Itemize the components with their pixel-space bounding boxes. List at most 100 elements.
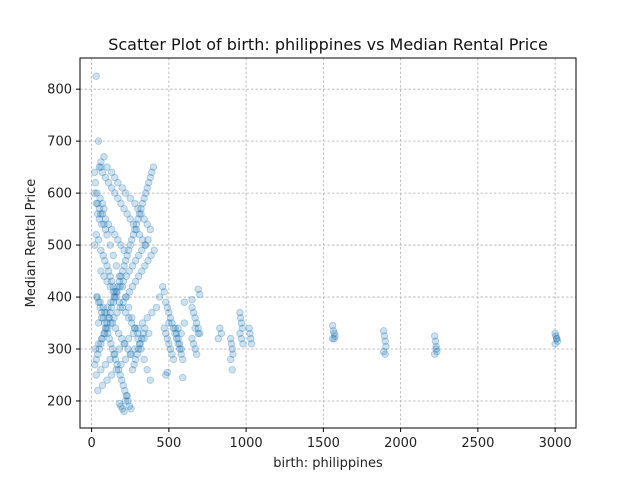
scatter-point bbox=[162, 329, 170, 338]
scatter-point bbox=[379, 347, 388, 356]
scatter-point bbox=[158, 282, 167, 291]
scatter-point bbox=[104, 324, 112, 332]
y-axis-label: Median Rental Price bbox=[24, 179, 39, 308]
scatter-point bbox=[104, 329, 112, 338]
scatter-point bbox=[188, 334, 196, 343]
scatter-point bbox=[194, 285, 202, 293]
x-tick-label: 1500 bbox=[307, 436, 340, 451]
scatter-point bbox=[115, 399, 124, 408]
scatter-point bbox=[226, 355, 235, 364]
scatter-point bbox=[188, 303, 196, 312]
scatter-point bbox=[138, 236, 147, 244]
scatter-point bbox=[128, 262, 137, 270]
scatter-point bbox=[131, 345, 139, 353]
scatter-point bbox=[111, 189, 119, 197]
scatter-point bbox=[107, 277, 116, 286]
scatter-point bbox=[111, 230, 119, 239]
y-tick-label: 300 bbox=[47, 343, 72, 358]
x-tick-label: 2500 bbox=[461, 436, 494, 451]
scatter-point bbox=[122, 293, 131, 301]
scatter-point bbox=[92, 355, 100, 364]
scatter-point bbox=[330, 329, 338, 338]
scatter-point bbox=[117, 272, 125, 280]
scatter-point bbox=[553, 337, 562, 345]
scatter-point bbox=[104, 267, 113, 275]
scatter-point bbox=[163, 303, 171, 312]
scatter-point bbox=[124, 246, 133, 254]
scatter-point bbox=[127, 350, 135, 358]
scatter-point bbox=[91, 345, 100, 353]
scatter-point bbox=[128, 319, 136, 327]
y-tick-label: 700 bbox=[47, 135, 72, 150]
scatter-point bbox=[217, 329, 226, 338]
scatter-point bbox=[216, 324, 224, 332]
scatter-point bbox=[137, 210, 145, 218]
scatter-point bbox=[138, 199, 147, 208]
scatter-point bbox=[100, 272, 108, 280]
scatter-point bbox=[135, 340, 144, 348]
scatter-point bbox=[93, 293, 101, 301]
scatter-point bbox=[118, 405, 127, 413]
scatter-point bbox=[122, 392, 131, 400]
scatter-point bbox=[552, 332, 560, 340]
scatter-point bbox=[102, 324, 110, 332]
scatter-point bbox=[104, 179, 113, 187]
scatter-point bbox=[94, 137, 103, 145]
scatter-point bbox=[228, 345, 236, 353]
scatter-point bbox=[107, 340, 115, 348]
scatter-point bbox=[117, 241, 125, 249]
scatter-point bbox=[177, 350, 185, 358]
scatter-point bbox=[140, 355, 148, 364]
scatter-point bbox=[100, 220, 108, 228]
scatter-point bbox=[120, 246, 128, 254]
scatter-point bbox=[165, 308, 173, 317]
scatter-point bbox=[121, 397, 130, 405]
scatter-point bbox=[192, 319, 201, 327]
y-tick-label: 200 bbox=[47, 394, 72, 409]
scatter-point bbox=[94, 350, 102, 358]
scatter-point bbox=[125, 402, 134, 410]
scatter-point bbox=[103, 376, 111, 384]
scatter-point bbox=[104, 303, 112, 312]
scatter-point bbox=[98, 168, 107, 177]
scatter-point bbox=[144, 256, 152, 265]
scatter-point bbox=[96, 298, 104, 306]
scatter-point bbox=[131, 324, 139, 332]
scatter-point bbox=[94, 340, 103, 348]
scatter-point bbox=[113, 308, 121, 317]
scatter-point bbox=[100, 329, 108, 338]
scatter-point bbox=[111, 288, 119, 296]
scatter-point bbox=[381, 350, 389, 358]
scatter-point bbox=[99, 303, 107, 312]
scatter-point bbox=[119, 298, 127, 306]
scatter-point bbox=[169, 324, 178, 332]
scatter-point bbox=[112, 262, 121, 270]
scatter-point bbox=[150, 246, 158, 254]
x-tick-label: 1000 bbox=[230, 436, 263, 451]
scatter-point bbox=[121, 340, 129, 348]
scatter-point bbox=[188, 295, 196, 304]
scatter-point bbox=[101, 329, 109, 338]
scatter-point bbox=[110, 350, 118, 358]
scatter-point bbox=[126, 194, 134, 203]
scatter-point bbox=[192, 350, 201, 358]
scatter-point bbox=[104, 314, 113, 322]
scatter-point bbox=[124, 345, 132, 353]
scatter-point bbox=[382, 342, 390, 351]
scatter-point bbox=[552, 334, 561, 343]
scatter-point bbox=[97, 220, 106, 228]
scatter-point bbox=[98, 334, 107, 343]
scatter-point bbox=[95, 345, 104, 353]
scatter-point bbox=[114, 236, 122, 244]
y-axis-ticks: 200 300 400 500 600 700 800 bbox=[47, 83, 80, 409]
scatter-point bbox=[138, 246, 146, 254]
scatter-point bbox=[175, 345, 184, 353]
y-tick-label: 400 bbox=[47, 291, 72, 306]
scatter-point bbox=[95, 215, 104, 223]
scatter-point bbox=[134, 334, 142, 343]
scatter-point bbox=[137, 204, 145, 213]
scatter-point bbox=[168, 319, 176, 327]
scatter-point bbox=[136, 340, 144, 348]
scatter-point bbox=[189, 340, 198, 348]
scatter-point bbox=[162, 371, 170, 379]
